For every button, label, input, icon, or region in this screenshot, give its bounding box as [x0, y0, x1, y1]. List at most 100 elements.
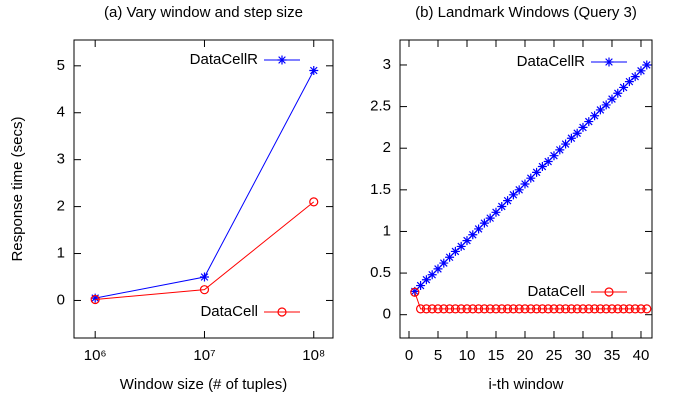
y-tick-label: 3	[383, 56, 391, 73]
point	[456, 241, 466, 251]
point	[309, 197, 319, 207]
point	[508, 190, 518, 200]
point	[619, 82, 629, 92]
x-tick-label: 20	[517, 347, 534, 364]
point	[491, 207, 501, 217]
point	[410, 286, 420, 296]
legend-marker	[604, 57, 614, 67]
point	[416, 281, 426, 291]
point	[566, 304, 576, 314]
point	[636, 66, 646, 76]
point	[584, 304, 594, 314]
point	[485, 304, 495, 314]
y-tick-label: 5	[57, 57, 65, 74]
plot-frame	[73, 39, 334, 339]
point	[630, 72, 640, 82]
point	[630, 304, 640, 314]
point	[549, 304, 559, 314]
point	[497, 304, 507, 314]
point	[566, 133, 576, 143]
legend-marker	[604, 287, 614, 297]
point	[199, 272, 209, 282]
y-tick-label: 4	[57, 104, 65, 121]
point	[572, 304, 582, 314]
point	[462, 304, 472, 314]
point	[607, 94, 617, 104]
legend-label: DataCellR	[190, 51, 259, 68]
point	[450, 246, 460, 256]
legend-label: DataCell	[200, 303, 258, 320]
point	[618, 304, 629, 314]
point	[433, 304, 443, 314]
point	[578, 304, 588, 314]
point	[491, 304, 501, 314]
point	[642, 304, 652, 314]
point	[572, 128, 582, 138]
y-tick-label: 1	[57, 244, 65, 261]
point	[427, 270, 437, 280]
point	[410, 287, 420, 297]
point	[503, 196, 513, 206]
point	[456, 304, 466, 314]
point	[590, 111, 600, 121]
point	[90, 293, 100, 303]
point	[439, 304, 449, 314]
point	[508, 304, 518, 314]
point	[90, 294, 100, 305]
point	[532, 167, 542, 177]
point	[613, 88, 623, 98]
point	[309, 66, 319, 76]
point	[578, 122, 588, 132]
point	[514, 185, 524, 195]
point	[601, 304, 611, 314]
point	[433, 264, 443, 274]
y-tick-label: 3	[57, 151, 65, 168]
x-tick-label: 10	[459, 347, 476, 364]
point	[531, 304, 542, 314]
point	[561, 139, 571, 149]
point	[601, 100, 611, 110]
point	[595, 304, 605, 314]
point	[450, 304, 460, 314]
x-tick-label: 5	[434, 347, 442, 364]
point	[485, 213, 495, 223]
point	[514, 304, 524, 314]
point	[624, 304, 634, 314]
point	[502, 304, 513, 314]
y-tick-label: 0.5	[370, 264, 391, 281]
point	[520, 179, 530, 189]
y-tick-label: 2.5	[370, 98, 391, 115]
point	[555, 304, 565, 314]
point	[607, 304, 617, 314]
series-line	[95, 201, 315, 301]
chart-title: (b) Landmark Windows (Query 3)	[415, 4, 637, 21]
series-line	[95, 70, 315, 299]
x-tick-label: 0	[405, 347, 413, 364]
point	[473, 304, 484, 314]
x-tick-label: 10⁷	[193, 347, 215, 364]
y-tick-label: 1.5	[370, 181, 391, 198]
legend-label: DataCell	[527, 283, 585, 300]
y-axis-label: Response time (secs)	[9, 116, 26, 261]
plot-frame	[399, 39, 653, 339]
x-tick-label: 40	[633, 347, 650, 364]
point	[520, 304, 530, 314]
point	[444, 304, 455, 314]
point	[427, 304, 437, 314]
chart-title: (a) Vary window and step size	[104, 4, 303, 21]
point	[624, 77, 634, 87]
point	[479, 218, 489, 228]
point	[549, 151, 559, 161]
point	[636, 304, 646, 314]
y-tick-label: 0	[383, 306, 391, 323]
y-tick-label: 1	[383, 222, 391, 239]
x-tick-label: 30	[575, 347, 592, 364]
point	[445, 252, 455, 262]
point	[584, 117, 594, 127]
point	[543, 157, 553, 167]
point	[497, 201, 507, 211]
x-tick-label: 25	[546, 347, 563, 364]
point	[589, 304, 600, 314]
point	[595, 105, 605, 115]
